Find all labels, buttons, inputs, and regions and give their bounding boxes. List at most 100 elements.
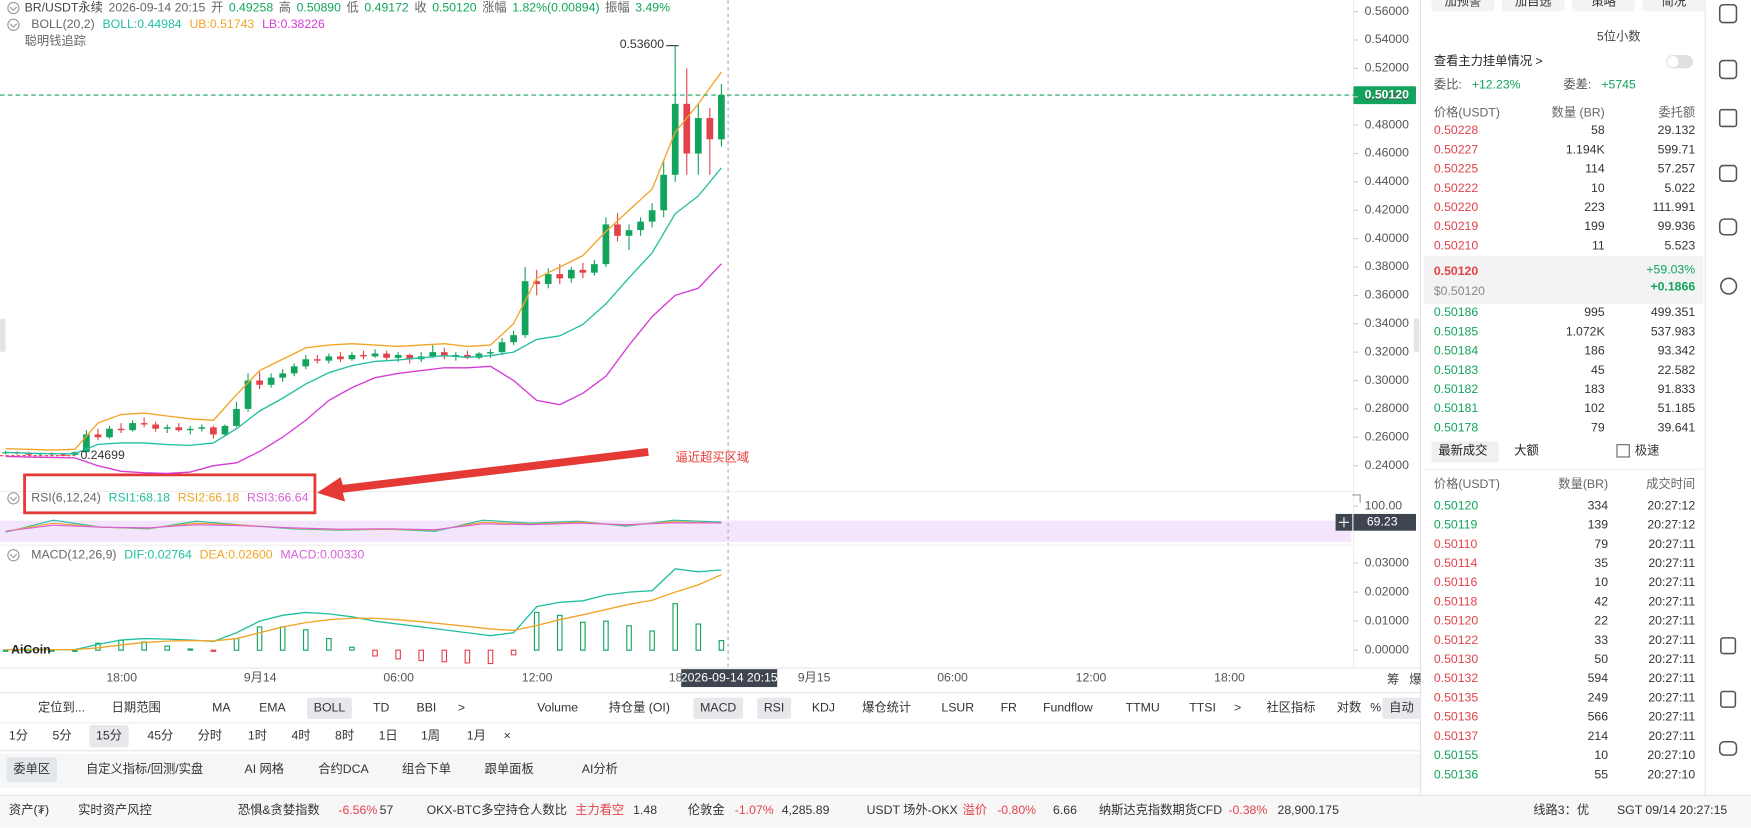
toolbar-item[interactable]: 1周 (421, 728, 440, 742)
toolbar-item[interactable]: BOLL (314, 701, 346, 715)
side-icon[interactable] (1718, 108, 1738, 128)
header-text: 1.82%(0.00894) (512, 0, 599, 14)
toolbar-item[interactable]: TTMU (1126, 701, 1160, 715)
side-icon[interactable] (1720, 690, 1737, 708)
toolbar-item[interactable]: 对数 (1337, 700, 1362, 715)
side-icon[interactable] (1718, 59, 1738, 80)
side-icon[interactable] (1718, 740, 1738, 756)
toolbar-item[interactable]: 跟单面板 (485, 762, 534, 776)
toolbar-item[interactable]: 合约DCA (318, 761, 369, 776)
toolbar-item[interactable]: 1分 (9, 728, 28, 742)
trade-tab[interactable]: 大额 (1514, 444, 1539, 458)
toolbar-item[interactable]: 持仓量 (OI) (609, 700, 670, 715)
chart-tool[interactable]: 爆 (1409, 673, 1421, 687)
legend-item: RSI3:66.64 (247, 491, 309, 505)
expand-icon[interactable] (1352, 494, 1361, 503)
macd-line (5, 568, 722, 651)
toolbar-item[interactable]: EMA (259, 701, 286, 715)
legend-item: DIF:0.02764 (124, 548, 192, 562)
toolbar-item[interactable]: 自动 (1389, 701, 1414, 715)
toolbar-selected (307, 697, 352, 719)
header-text: 高 (279, 0, 291, 14)
toolbar-item[interactable]: 社区指标 (1266, 700, 1315, 715)
toolbar-item[interactable]: 爆仓统计 (862, 701, 911, 715)
toolbar-item[interactable]: Fundflow (1043, 701, 1093, 715)
top-button[interactable] (1431, 0, 1495, 12)
macd-bar (510, 649, 517, 656)
toolbar-item[interactable]: Volume (537, 701, 578, 715)
toolbar-item[interactable]: MA (212, 701, 231, 715)
macd-bar (302, 629, 309, 651)
top-button-label: 加预警 (1444, 0, 1481, 9)
candle-body (267, 377, 275, 385)
collapse-handle[interactable] (1413, 318, 1420, 353)
side-icon[interactable] (1720, 277, 1738, 295)
toolbar-item[interactable]: 分时 (198, 728, 223, 742)
toolbar-item[interactable]: 45分 (147, 728, 173, 742)
decimals[interactable]: 5位小数 (1597, 28, 1641, 43)
candle-body (706, 118, 714, 140)
book-cell: 0.50186 (1434, 305, 1479, 319)
toolbar-item[interactable]: 8时 (335, 728, 354, 742)
main-orders[interactable]: 查看主力挂单情况 > (1434, 54, 1543, 68)
toolbar-item[interactable]: 组合下单 (402, 761, 451, 776)
toolbar-item[interactable]: % (1370, 701, 1381, 715)
toolbar-item[interactable]: 5分 (52, 728, 71, 742)
footer-item: 28,900.175 (1278, 803, 1340, 817)
toolbar-item[interactable]: TTSI (1189, 701, 1216, 715)
boll-line (5, 263, 722, 475)
toolbar-item[interactable]: TD (373, 701, 389, 715)
toolbar-item[interactable]: × (504, 728, 511, 742)
footer-item[interactable]: 实时资产风控 (78, 802, 152, 817)
book-cell: 29.132 (1658, 123, 1696, 137)
trade-cell: 33 (1594, 633, 1608, 647)
top-button[interactable] (1572, 0, 1635, 12)
footer-item: 伦敦金 (688, 802, 725, 817)
side-icon[interactable] (1718, 218, 1738, 236)
toolbar-item[interactable]: 日期范围 (112, 701, 161, 715)
rsi-band (0, 520, 1352, 542)
mid-pct: +59.03% (1646, 263, 1695, 277)
highlight-box (23, 473, 317, 515)
toolbar-item[interactable]: > (1234, 701, 1241, 715)
trade-cell: 50 (1594, 652, 1608, 666)
toolbar-item[interactable]: AI分析 (582, 762, 618, 776)
top-button[interactable] (1501, 0, 1565, 12)
footer-item: 4,285.89 (782, 803, 830, 817)
toolbar-item[interactable]: 委单区 (13, 762, 50, 776)
toolbar-item[interactable]: 1日 (379, 728, 398, 742)
toolbar-item[interactable]: MACD (700, 701, 736, 715)
toolbar-item[interactable]: > (458, 701, 465, 715)
side-icon[interactable] (1718, 164, 1738, 182)
trade-cell: 139 (1588, 518, 1609, 532)
toolbar-item[interactable]: KDJ (812, 701, 835, 715)
toolbar-item[interactable]: BBI (417, 701, 437, 715)
collapse-icon[interactable] (7, 549, 20, 562)
candle-body (59, 454, 67, 456)
toolbar-item[interactable]: 自定义指标/回测/实盘 (86, 761, 203, 776)
collapse-icon[interactable] (7, 18, 20, 31)
toolbar-item[interactable]: FR (1001, 701, 1017, 715)
collapse-handle[interactable] (0, 318, 6, 353)
fast-toggle[interactable]: 极速 (1635, 444, 1660, 458)
toolbar-item[interactable]: LSUR (941, 701, 974, 715)
chevron (9, 496, 18, 502)
collapse-icon[interactable] (7, 492, 20, 505)
collapse-icon[interactable] (7, 1, 20, 15)
toolbar-item[interactable]: RSI (764, 701, 784, 715)
toolbar-item[interactable]: 1时 (248, 728, 267, 742)
chart-tool[interactable]: 筹 (1387, 673, 1399, 687)
footer-item[interactable]: 资产(₮) (9, 803, 49, 817)
toolbar-item[interactable]: AI 网格 (245, 761, 285, 776)
checkbox[interactable] (1616, 444, 1630, 458)
trade-tab[interactable]: 最新成交 (1438, 443, 1487, 458)
toolbar-item[interactable]: 4时 (291, 728, 310, 742)
candle-body (163, 427, 171, 429)
side-icon[interactable] (1720, 637, 1737, 655)
side-icon[interactable] (1718, 3, 1738, 24)
toolbar-item[interactable]: 定位到... (38, 700, 85, 715)
x-tick-label: 18:00 (1214, 670, 1245, 684)
top-button[interactable] (1642, 0, 1706, 12)
toolbar-item[interactable]: 1月 (467, 728, 486, 742)
toolbar-item[interactable]: 15分 (96, 728, 122, 742)
